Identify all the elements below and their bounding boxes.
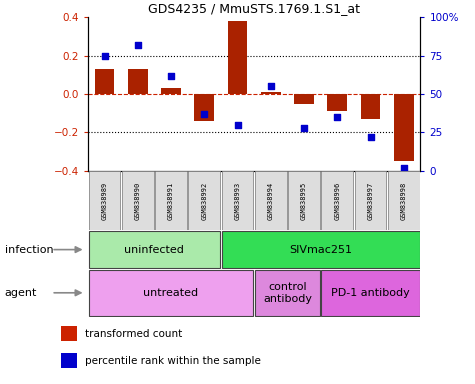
FancyBboxPatch shape bbox=[155, 172, 187, 230]
Point bbox=[200, 111, 208, 117]
Text: transformed count: transformed count bbox=[86, 329, 182, 339]
Bar bbox=[327, 94, 347, 111]
Point bbox=[367, 134, 374, 140]
Point bbox=[167, 73, 175, 79]
FancyBboxPatch shape bbox=[88, 231, 220, 268]
Title: GDS4235 / MmuSTS.1769.1.S1_at: GDS4235 / MmuSTS.1769.1.S1_at bbox=[148, 2, 360, 15]
FancyBboxPatch shape bbox=[255, 172, 287, 230]
FancyBboxPatch shape bbox=[122, 172, 154, 230]
FancyBboxPatch shape bbox=[88, 172, 121, 230]
Bar bbox=[394, 94, 414, 161]
Point bbox=[333, 114, 341, 120]
Text: GSM838991: GSM838991 bbox=[168, 182, 174, 220]
Text: GSM838997: GSM838997 bbox=[368, 182, 373, 220]
Bar bbox=[228, 21, 247, 94]
Text: uninfected: uninfected bbox=[124, 245, 184, 255]
Text: GSM838996: GSM838996 bbox=[334, 182, 340, 220]
FancyBboxPatch shape bbox=[321, 270, 420, 316]
Text: GSM838994: GSM838994 bbox=[268, 182, 274, 220]
FancyBboxPatch shape bbox=[255, 270, 320, 316]
Point bbox=[267, 83, 275, 89]
Text: GSM838995: GSM838995 bbox=[301, 182, 307, 220]
Bar bbox=[161, 88, 181, 94]
Bar bbox=[95, 69, 114, 94]
Text: percentile rank within the sample: percentile rank within the sample bbox=[86, 356, 261, 366]
Text: GSM838998: GSM838998 bbox=[401, 182, 407, 220]
FancyBboxPatch shape bbox=[221, 231, 420, 268]
Point bbox=[300, 125, 308, 131]
FancyBboxPatch shape bbox=[188, 172, 220, 230]
Point bbox=[134, 42, 142, 48]
Bar bbox=[61, 353, 77, 368]
Text: SIVmac251: SIVmac251 bbox=[289, 245, 352, 255]
Text: untreated: untreated bbox=[143, 288, 199, 298]
FancyBboxPatch shape bbox=[388, 172, 420, 230]
Bar bbox=[361, 94, 380, 119]
Text: agent: agent bbox=[5, 288, 37, 298]
Text: control
antibody: control antibody bbox=[263, 282, 312, 304]
Text: GSM838993: GSM838993 bbox=[235, 182, 240, 220]
Text: GSM838992: GSM838992 bbox=[201, 182, 207, 220]
Text: PD-1 antibody: PD-1 antibody bbox=[331, 288, 410, 298]
FancyBboxPatch shape bbox=[221, 172, 254, 230]
Bar bbox=[294, 94, 314, 104]
Point bbox=[101, 53, 108, 59]
FancyBboxPatch shape bbox=[321, 172, 353, 230]
Text: GSM838990: GSM838990 bbox=[135, 182, 141, 220]
Bar bbox=[194, 94, 214, 121]
FancyBboxPatch shape bbox=[288, 172, 320, 230]
FancyBboxPatch shape bbox=[354, 172, 387, 230]
FancyBboxPatch shape bbox=[88, 270, 254, 316]
Text: infection: infection bbox=[5, 245, 53, 255]
Bar bbox=[61, 326, 77, 341]
Point bbox=[234, 122, 241, 128]
Bar bbox=[128, 69, 148, 94]
Point bbox=[400, 165, 408, 171]
Text: GSM838989: GSM838989 bbox=[102, 182, 107, 220]
Bar bbox=[261, 92, 281, 94]
